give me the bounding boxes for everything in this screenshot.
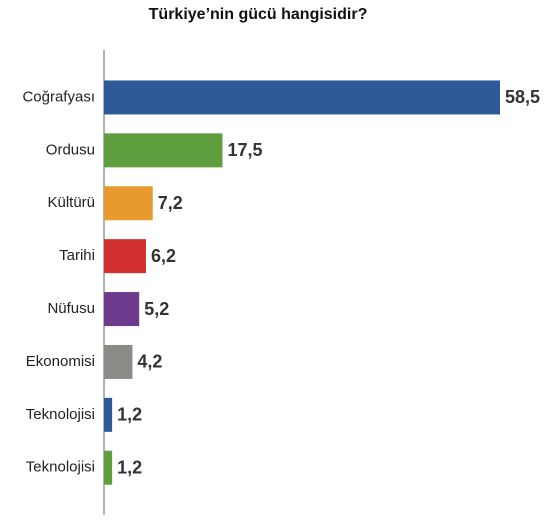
bar <box>104 80 500 115</box>
value-label: 5,2 <box>144 299 169 319</box>
chart-title: Türkiye’nin gücü hangisidir? <box>149 6 368 23</box>
category-label: Coğrafyası <box>22 88 95 105</box>
bar <box>104 344 133 379</box>
value-label: 1,2 <box>117 405 142 425</box>
bar <box>104 133 223 168</box>
bar <box>104 450 113 485</box>
category-label: Kültürü <box>47 194 95 211</box>
value-label: 7,2 <box>158 193 183 213</box>
value-label: 1,2 <box>117 458 142 478</box>
bar <box>104 239 146 274</box>
category-label: Teknolojisi <box>26 406 95 423</box>
bar <box>104 186 153 221</box>
category-label: Teknolojisi <box>26 459 95 476</box>
value-label: 4,2 <box>137 352 162 372</box>
category-label: Tarihi <box>59 247 95 264</box>
category-label: Ordusu <box>46 141 95 158</box>
bar <box>104 292 140 327</box>
bar <box>104 397 113 432</box>
category-label: Ekonomisi <box>26 353 95 370</box>
value-label: 17,5 <box>227 140 262 160</box>
value-label: 6,2 <box>151 246 176 266</box>
value-label: 58,5 <box>505 87 540 107</box>
category-label: Nüfusu <box>47 300 95 317</box>
